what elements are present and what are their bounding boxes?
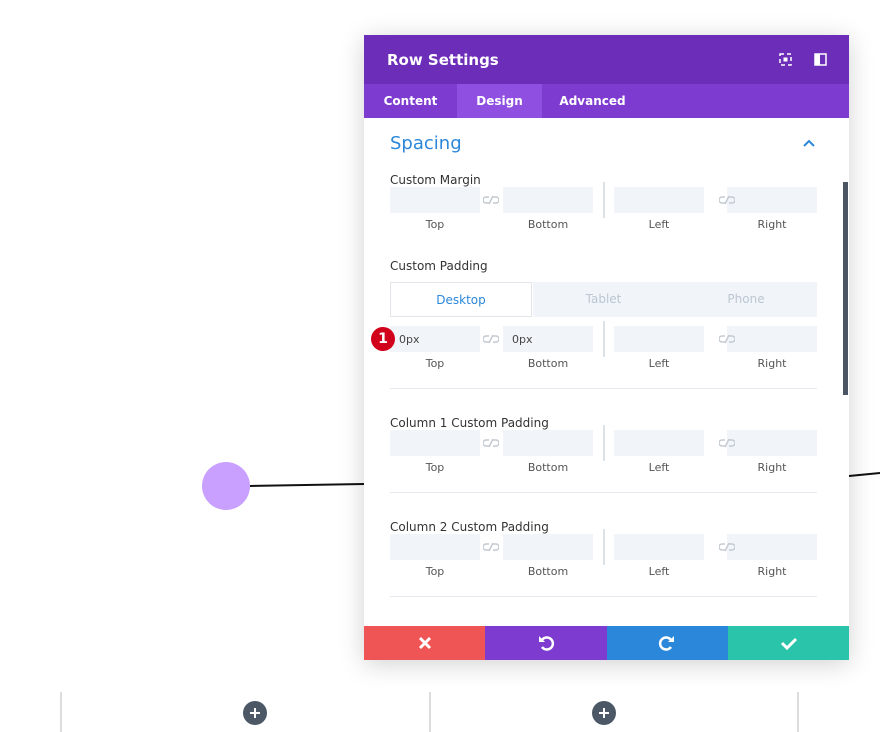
step-badge: 1 — [371, 327, 395, 351]
tab[interactable]: Design — [457, 84, 542, 118]
column-divider — [603, 425, 605, 461]
link-icon[interactable] — [719, 438, 735, 448]
field-label: Column 2 Custom Padding — [390, 520, 549, 534]
field-label: Custom Padding — [390, 259, 488, 273]
column-divider — [603, 529, 605, 565]
link-icon[interactable] — [719, 542, 735, 552]
input-caption: Left — [648, 357, 670, 370]
input-caption: Top — [425, 461, 445, 474]
tab[interactable]: Advanced — [559, 94, 626, 108]
separator — [390, 388, 817, 389]
input-caption: Right — [757, 461, 787, 474]
link-icon[interactable] — [483, 195, 499, 205]
text-input[interactable] — [727, 326, 817, 352]
text-input[interactable] — [614, 430, 704, 456]
column-divider — [603, 321, 605, 357]
save-button[interactable] — [727, 626, 849, 660]
header-icons[interactable] — [778, 52, 848, 68]
text-input[interactable] — [727, 534, 817, 560]
scrollbar[interactable] — [843, 182, 848, 395]
field-label: Custom Margin — [390, 173, 481, 187]
input-caption: Top — [425, 565, 445, 578]
device-tab[interactable]: Tablet — [532, 282, 675, 317]
input-caption: Right — [757, 565, 787, 578]
column-divider — [603, 182, 605, 218]
cancel-button[interactable] — [364, 626, 486, 660]
input-caption: Right — [757, 357, 787, 370]
link-icon[interactable] — [483, 438, 499, 448]
input-caption: Right — [757, 218, 787, 231]
text-input[interactable] — [614, 326, 704, 352]
modal-header: Row Settings — [364, 35, 849, 84]
tab[interactable]: Content — [383, 94, 438, 108]
text-input[interactable] — [727, 430, 817, 456]
link-icon[interactable] — [719, 334, 735, 344]
undo-button[interactable] — [485, 626, 607, 660]
collapse-icon[interactable] — [802, 138, 816, 148]
input-caption: Bottom — [527, 565, 569, 578]
input-caption: Top — [425, 218, 445, 231]
device-tab[interactable]: Desktop — [390, 282, 532, 317]
text-input[interactable]: 0px — [390, 326, 480, 352]
redo-button[interactable] — [606, 626, 728, 660]
input-caption: Bottom — [527, 357, 569, 370]
input-caption: Left — [648, 565, 670, 578]
device-tab[interactable]: Phone — [675, 282, 817, 317]
text-input[interactable] — [503, 430, 593, 456]
input-caption: Left — [648, 218, 670, 231]
text-input[interactable]: 0px — [503, 326, 593, 352]
text-input[interactable] — [614, 187, 704, 213]
text-input[interactable] — [390, 187, 480, 213]
input-caption: Bottom — [527, 461, 569, 474]
field-label: Column 1 Custom Padding — [390, 416, 549, 430]
text-input[interactable] — [614, 534, 704, 560]
row-settings-modal: Row Settings Content Design Advanced Spaci… — [364, 35, 849, 660]
device-tabs: Desktop Tablet Phone — [390, 282, 817, 317]
text-input[interactable] — [503, 534, 593, 560]
text-input[interactable] — [390, 534, 480, 560]
link-icon[interactable] — [719, 195, 735, 205]
text-input[interactable] — [390, 430, 480, 456]
text-input[interactable] — [727, 187, 817, 213]
separator — [390, 596, 817, 597]
input-caption: Bottom — [527, 218, 569, 231]
link-icon[interactable] — [483, 542, 499, 552]
modal-title: Row Settings — [387, 51, 499, 69]
tab-bar: Content Design Advanced — [364, 84, 849, 118]
separator — [390, 492, 817, 493]
text-input[interactable] — [503, 187, 593, 213]
link-icon[interactable] — [483, 334, 499, 344]
input-caption: Top — [425, 357, 445, 370]
section-title[interactable]: Spacing — [390, 133, 462, 154]
input-caption: Left — [648, 461, 670, 474]
